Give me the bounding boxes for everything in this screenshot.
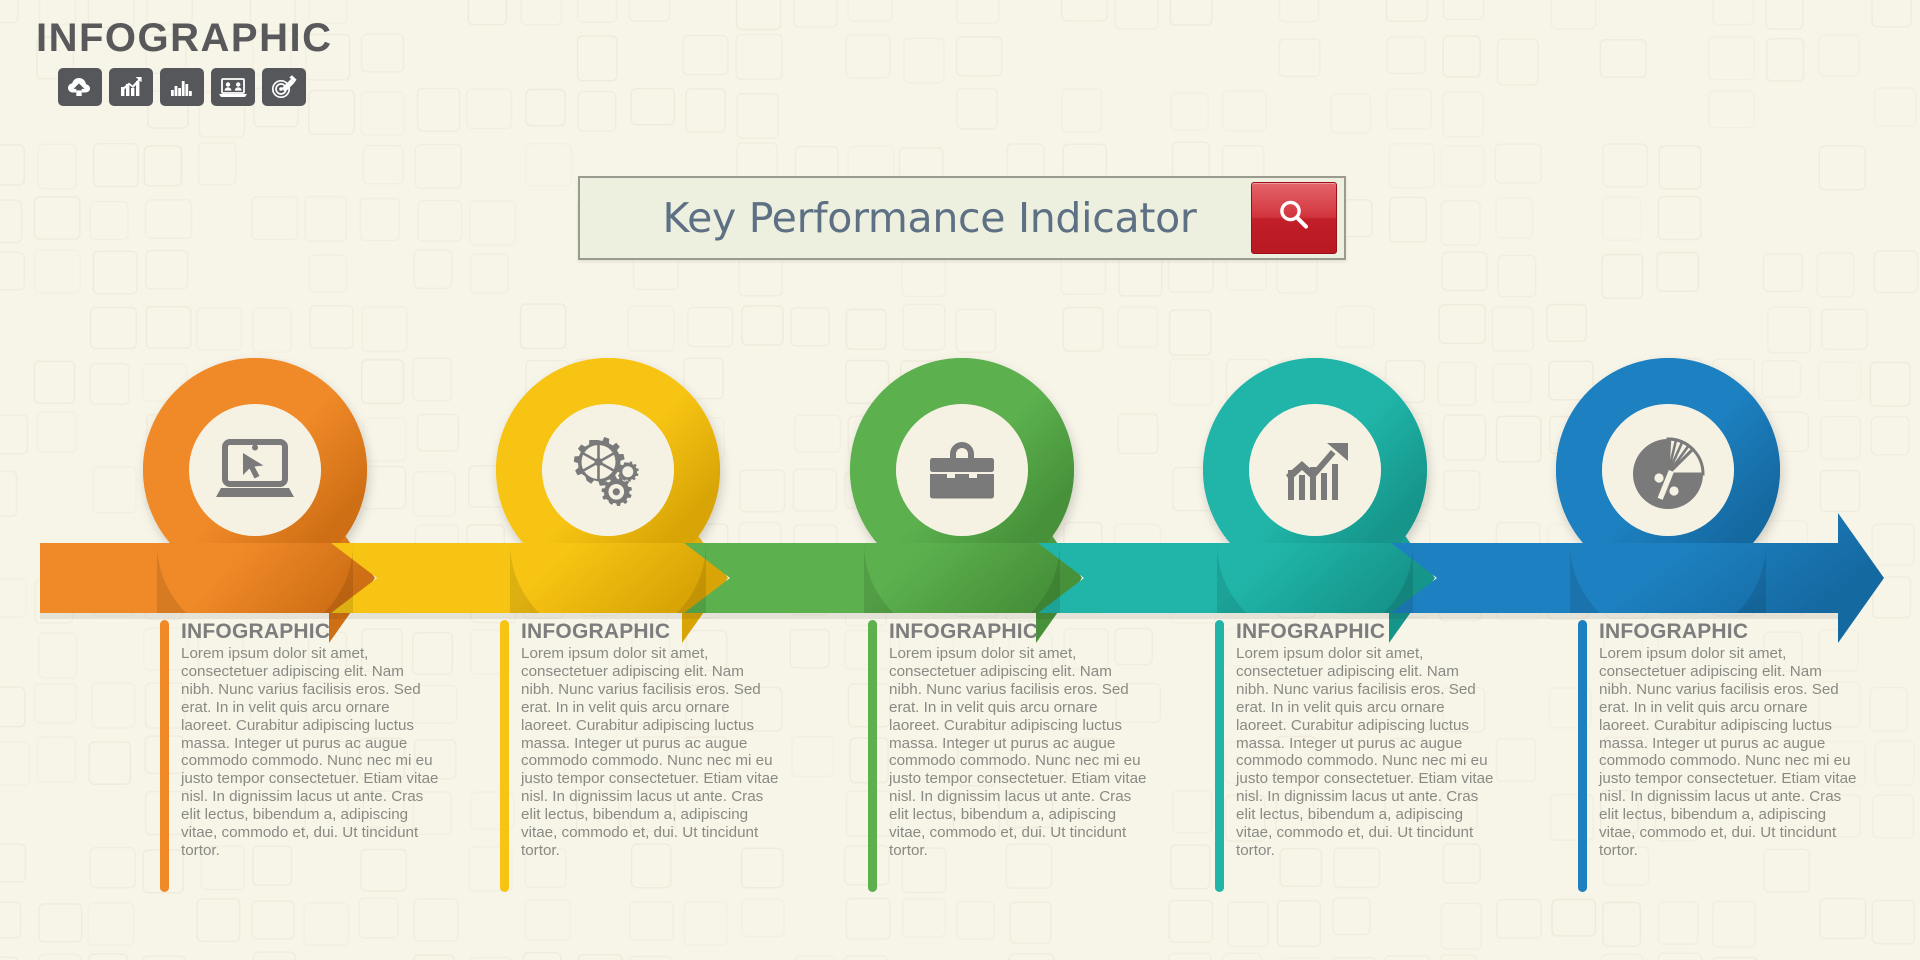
step-body-2: Lorem ipsum dolor sit amet, consectetuer… [521, 645, 779, 860]
ring-overlap-layer [143, 358, 1780, 613]
step-body-3: Lorem ipsum dolor sit amet, consectetuer… [889, 645, 1147, 860]
gears-icon [573, 437, 639, 507]
search-bar[interactable]: Key Performance Indicator [578, 176, 1346, 260]
search-input[interactable]: Key Performance Indicator [662, 194, 1197, 242]
pie-chart-percent-icon [1633, 437, 1705, 509]
page-title: INFOGRAPHIC [36, 16, 333, 60]
arrow-segment-3[interactable] [684, 513, 1082, 643]
step-description-3: INFOGRAPHIC Lorem ipsum dolor sit amet, c… [868, 620, 1148, 892]
arrow-segment-2[interactable] [331, 513, 728, 643]
arrow-segment-1[interactable] [40, 513, 375, 643]
cloud-upload-icon [58, 68, 102, 106]
step-title-4: INFOGRAPHIC [1236, 620, 1386, 643]
accent-bar-4 [1215, 620, 1224, 892]
briefcase-icon [930, 442, 994, 499]
step-description-4: INFOGRAPHIC Lorem ipsum dolor sit amet, c… [1215, 620, 1495, 892]
icon-layer [189, 404, 1734, 536]
bar-chart-icon [160, 68, 204, 106]
search-icon [1273, 195, 1315, 242]
video-conference-icon [211, 68, 255, 106]
step-body-5: Lorem ipsum dolor sit amet, consectetuer… [1599, 645, 1857, 860]
step-title-5: INFOGRAPHIC [1599, 620, 1749, 643]
target-dart-icon [262, 68, 306, 106]
step-title-1: INFOGRAPHIC [181, 620, 331, 643]
brand-icon-strip [58, 68, 333, 106]
search-button[interactable] [1251, 182, 1337, 254]
accent-bar-3 [868, 620, 877, 892]
arrow-band-layer [40, 513, 1884, 643]
accent-bar-5 [1578, 620, 1587, 892]
brand-header: INFOGRAPHIC [36, 18, 333, 106]
arrow-segment-4[interactable] [1038, 513, 1435, 643]
step-description-2: INFOGRAPHIC Lorem ipsum dolor sit amet, c… [500, 620, 780, 892]
step-body-4: Lorem ipsum dolor sit amet, consectetuer… [1236, 645, 1494, 860]
step-description-5: INFOGRAPHIC Lorem ipsum dolor sit amet, c… [1578, 620, 1858, 892]
arrow-segment-5[interactable] [1391, 513, 1884, 643]
step-description-1: INFOGRAPHIC Lorem ipsum dolor sit amet, c… [160, 620, 440, 892]
step-body-1: Lorem ipsum dolor sit amet, consectetuer… [181, 645, 439, 860]
step-title-3: INFOGRAPHIC [889, 620, 1039, 643]
accent-bar-1 [160, 620, 169, 892]
growth-chart-icon [109, 68, 153, 106]
laptop-cursor-icon [216, 439, 294, 497]
growth-arrow-icon [1286, 443, 1348, 500]
accent-bar-2 [500, 620, 509, 892]
step-title-2: INFOGRAPHIC [521, 620, 671, 643]
